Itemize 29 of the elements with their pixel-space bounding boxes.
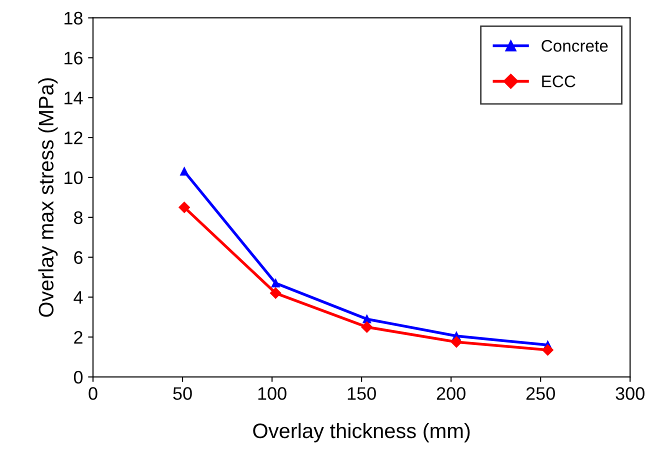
point (271, 279, 280, 288)
x-axis-title: Overlay thickness (mm) (253, 422, 470, 442)
y-tick-label: 16 (64, 52, 82, 64)
y-axis-title: Overlay max stress (MPa) (38, 78, 58, 317)
y-tick-label: 0 (74, 370, 83, 384)
point (361, 321, 373, 333)
point (362, 314, 372, 324)
x-tick-label: 100 (258, 387, 286, 400)
y-tick-label: 6 (74, 251, 82, 264)
x-tick-label: 200 (436, 387, 466, 400)
point (542, 344, 554, 356)
x-tick-label: 150 (348, 387, 376, 400)
point (180, 167, 188, 176)
y-tick-label: 4 (74, 291, 83, 304)
x-tick-label: 250 (526, 387, 555, 400)
y-tick-label: 8 (74, 211, 83, 224)
y-tick-label: 18 (64, 12, 83, 25)
y-tick-label: 2 (74, 330, 82, 344)
legend-label: ECC (542, 76, 576, 88)
y-tick-label: 14 (64, 92, 83, 104)
x-tick-label: 50 (173, 387, 192, 400)
point (270, 288, 282, 299)
x-tick-label: 0 (88, 387, 98, 400)
x-tick-label: 300 (616, 387, 644, 400)
point (450, 336, 462, 348)
y-tick-label: 12 (64, 131, 82, 144)
legend-label: Concrete (542, 40, 608, 52)
point (178, 202, 190, 213)
y-tick-label: 10 (64, 171, 83, 184)
